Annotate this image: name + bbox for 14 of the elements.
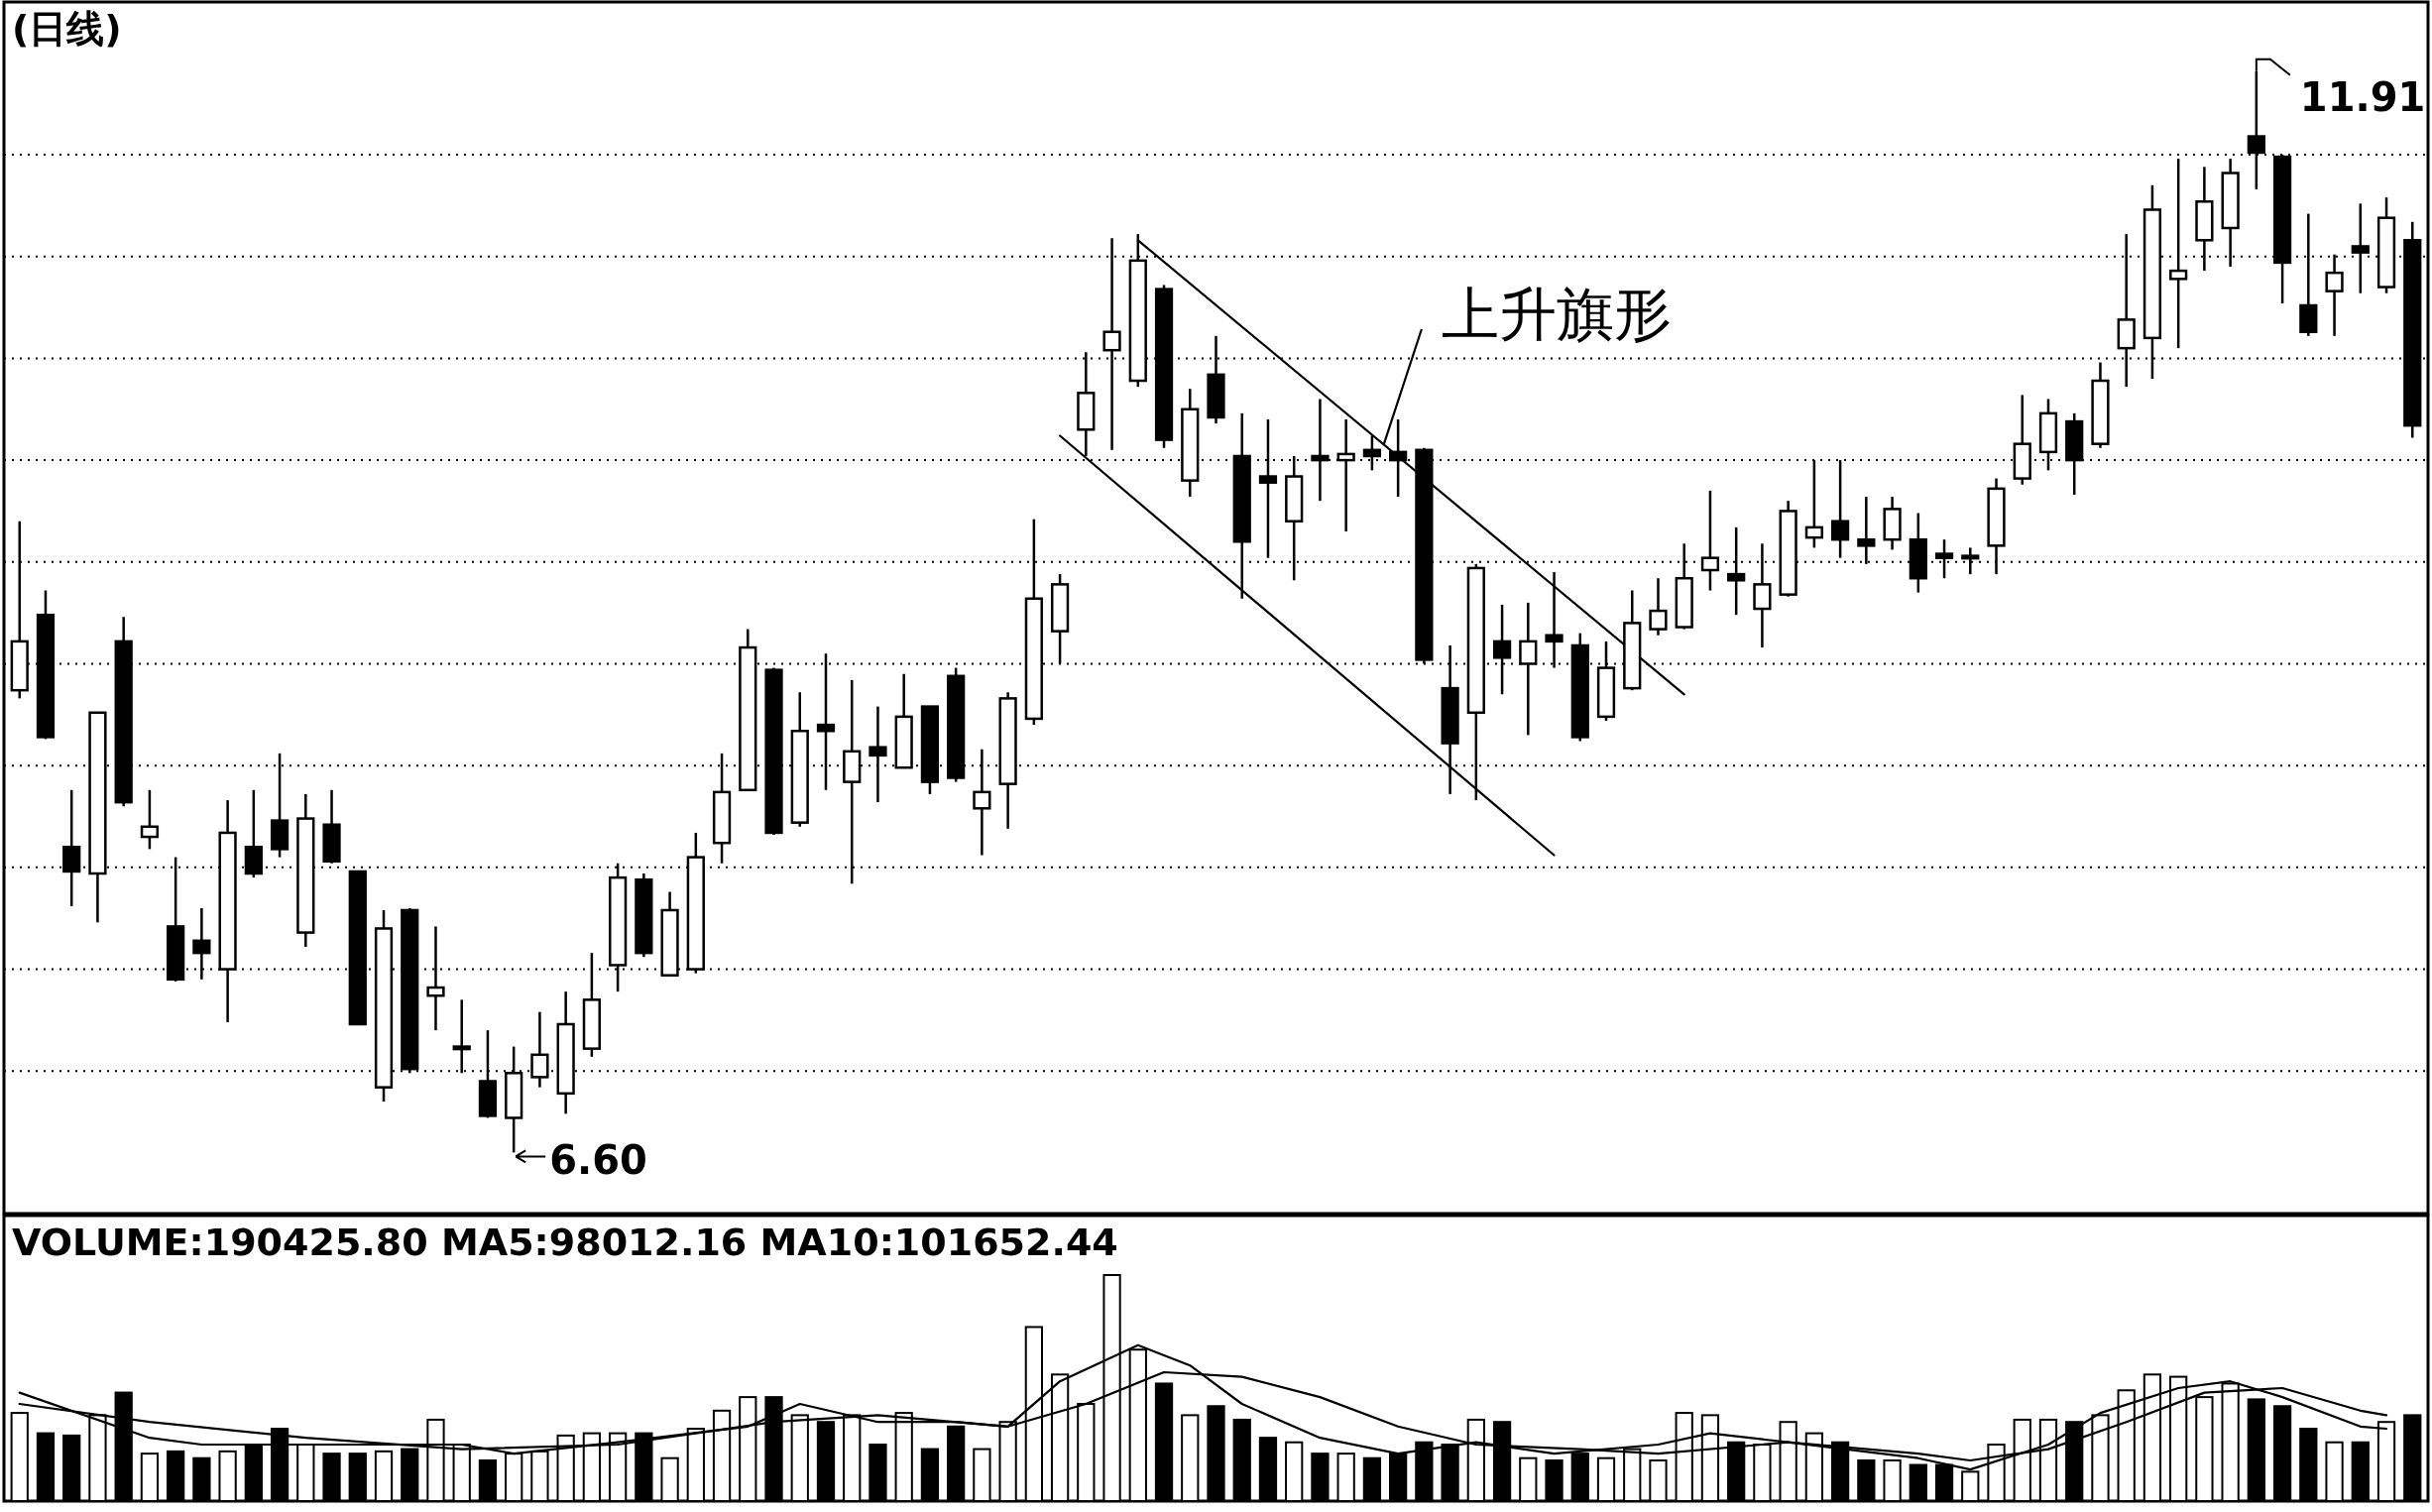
candlestick <box>1934 537 1954 580</box>
candlestick <box>2169 157 2188 350</box>
candlestick <box>1700 489 1720 592</box>
chart-title: (日线) <box>12 7 122 51</box>
candlestick <box>1649 576 1668 637</box>
candlestick <box>2351 202 2370 294</box>
annotation: 11.91 <box>2299 73 2426 120</box>
candlestick <box>869 705 887 804</box>
chart-title: VOLUME:190425.80 MA5:98012.16 MA10:101652.44 <box>12 1221 1118 1264</box>
candlestick <box>816 651 836 792</box>
candlestick <box>140 788 160 851</box>
annotation: 上升旗形 <box>1441 281 1672 348</box>
candlestick <box>1519 601 1538 737</box>
annotation: 6.60 <box>549 1137 647 1184</box>
